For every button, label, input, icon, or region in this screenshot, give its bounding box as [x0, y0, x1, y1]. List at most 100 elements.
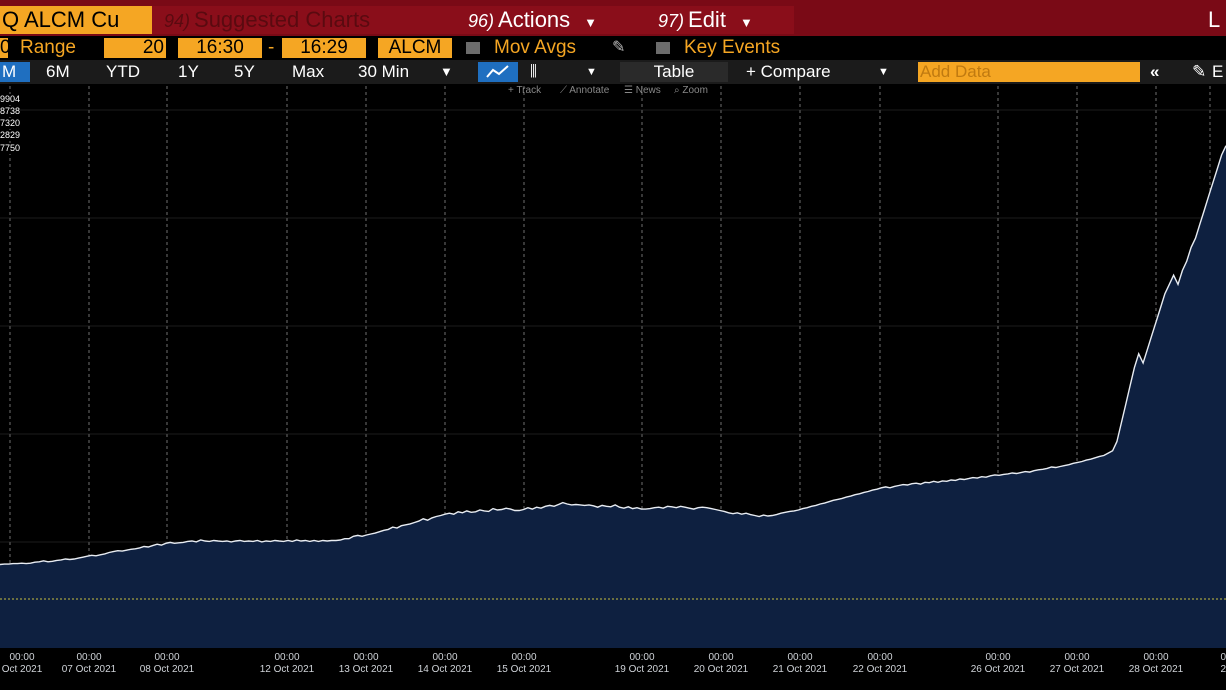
x-tick-date: Oct 2021	[1, 664, 43, 675]
pencil-icon[interactable]: ✎	[612, 39, 626, 56]
x-tick-time: 00:00	[985, 652, 1011, 663]
x-tick-date: 13 Oct 2021	[338, 664, 394, 675]
x-tick-date: 07 Oct 2021	[61, 664, 117, 675]
x-tick-date: 22 Oct 2021	[852, 664, 908, 675]
interval-caret-icon[interactable]: ▼	[440, 64, 453, 79]
line-chart-icon[interactable]	[478, 62, 518, 82]
x-tick-date: 26 Oct 2021	[970, 664, 1026, 675]
x-tick-label: 00:00 26 Oct 2021	[958, 652, 1038, 676]
range-bar: 0 Range 20 16:30 - 16:29 ALCM Mov Avgs ✎…	[0, 36, 1226, 60]
x-tick-time: 00	[1220, 652, 1226, 663]
actions-menu[interactable]: 96) Actions ▼	[458, 6, 652, 34]
x-tick-date: 15 Oct 2021	[496, 664, 552, 675]
x-tick-time: 00:00	[432, 652, 458, 663]
x-tick-time: 00:00	[708, 652, 734, 663]
x-tick-time: 00:00	[1064, 652, 1090, 663]
annotate-label: Annotate	[569, 85, 610, 96]
x-tick-label: 00:00 13 Oct 2021	[326, 652, 406, 676]
compare-button[interactable]: + Compare	[746, 62, 831, 81]
edit-pencil-icon[interactable]: ✎	[1192, 62, 1207, 81]
x-tick-date: 14 Oct 2021	[417, 664, 473, 675]
x-tick-date: 28 Oct 2021	[1128, 664, 1184, 675]
bar-chart-icon[interactable]: ⫼	[530, 63, 537, 80]
range-dash: -	[268, 37, 275, 58]
legend-value-2: 8738	[0, 106, 21, 117]
actions-caret-icon: ▼	[584, 15, 598, 30]
toolbar-right-label: E	[1212, 62, 1224, 81]
add-data-input[interactable]: Add Data	[918, 62, 1140, 82]
x-tick-date: 21 Oct 2021	[772, 664, 828, 675]
range-value-field[interactable]: 20	[104, 38, 166, 58]
edit-menu[interactable]: 97) Edit ▼	[648, 6, 794, 34]
x-tick-label: 00:00 12 Oct 2021	[247, 652, 327, 676]
x-tick-time: 00:00	[867, 652, 893, 663]
suggested-num: 94)	[164, 11, 191, 31]
track-tool[interactable]: + Track	[508, 85, 542, 96]
line-chart-glyph	[486, 65, 509, 78]
edit-label: Edit	[688, 7, 726, 32]
x-tick-label: 00:00 19 Oct 2021	[602, 652, 682, 676]
price-line	[0, 145, 1226, 566]
actions-label: Actions	[498, 7, 571, 32]
x-tick-label: 0029	[1186, 652, 1226, 676]
key-events-checkbox[interactable]	[656, 42, 670, 54]
edit-caret-icon: ▼	[739, 15, 753, 30]
chart-type-caret-icon[interactable]: ▼	[586, 66, 597, 78]
security-title[interactable]: Q ALCM Cu	[0, 6, 152, 34]
chart-toolbar: M 6M YTD 1Y 5Y Max 30 Min ▼ ⫼ ▼ Table + …	[0, 60, 1226, 84]
x-tick-time: 00:00	[353, 652, 379, 663]
interval-select[interactable]: 30 Min	[358, 62, 410, 81]
compare-caret-icon[interactable]: ▼	[878, 66, 889, 78]
x-tick-date: 12 Oct 2021	[259, 664, 315, 675]
header-right-label: L	[1208, 7, 1221, 32]
actions-num: 96)	[468, 11, 495, 31]
x-tick-time: 00:00	[154, 652, 180, 663]
x-tick-label: 00:00 22 Oct 2021	[840, 652, 920, 676]
x-tick-time: 00:00	[1143, 652, 1169, 663]
x-tick-date: 08 Oct 2021	[139, 664, 195, 675]
x-tick-date: 27 Oct 2021	[1049, 664, 1105, 675]
table-button[interactable]: Table	[620, 62, 728, 82]
end-time-field[interactable]: 16:29	[282, 38, 366, 58]
x-tick-date: 19 Oct 2021	[614, 664, 670, 675]
mov-avgs-checkbox[interactable]	[466, 42, 480, 54]
zoom-tool[interactable]: ⌕ Zoom	[674, 85, 708, 96]
x-tick-label: 00:00 27 Oct 2021	[1037, 652, 1117, 676]
news-label: News	[635, 85, 661, 96]
legend-value-3: 7320	[0, 118, 21, 129]
period-ytd[interactable]: YTD	[106, 62, 140, 81]
ticker-field[interactable]: ALCM	[378, 38, 452, 58]
x-tick-label: 00:00 07 Oct 2021	[49, 652, 129, 676]
x-tick-label: 00:00 21 Oct 2021	[760, 652, 840, 676]
header-bar: Q ALCM Cu 94) Suggested Charts 96) Actions…	[0, 0, 1226, 36]
range-label: Range	[20, 37, 76, 58]
period-selected[interactable]: M	[0, 62, 30, 82]
x-tick-label: 00:00 14 Oct 2021	[405, 652, 485, 676]
suggested-charts-button[interactable]: 94) Suggested Charts	[152, 6, 464, 34]
x-tick-label: 00:00 08 Oct 2021	[127, 652, 207, 676]
collapse-button[interactable]: «	[1150, 62, 1160, 81]
x-tick-time: 00:00	[274, 652, 300, 663]
legend-value-5: 7750	[0, 143, 21, 154]
range-num: 0	[0, 37, 11, 58]
annotate-tool[interactable]: ⟋ Annotate	[560, 85, 610, 96]
x-tick-label: 00:00 20 Oct 2021	[681, 652, 761, 676]
key-events-label: Key Events	[684, 37, 781, 58]
period-max[interactable]: Max	[292, 62, 325, 81]
x-tick-date: 20 Oct 2021	[693, 664, 749, 675]
legend-value-1: 9904	[0, 94, 21, 105]
x-tick-label: 00:00 28 Oct 2021	[1116, 652, 1196, 676]
track-label: Track	[516, 85, 542, 96]
period-5y[interactable]: 5Y	[234, 62, 255, 81]
edit-num: 97)	[658, 11, 685, 31]
legend-value-4: 2829	[0, 130, 21, 141]
zoom-label: Zoom	[682, 85, 708, 96]
news-tool[interactable]: ☰ News	[624, 85, 661, 96]
x-tick-label: 00:00 15 Oct 2021	[484, 652, 564, 676]
x-tick-label: 00:00 Oct 2021	[0, 652, 62, 676]
period-1y[interactable]: 1Y	[178, 62, 199, 81]
start-time-field[interactable]: 16:30	[178, 38, 262, 58]
period-6m[interactable]: 6M	[46, 62, 70, 81]
mov-avgs-label: Mov Avgs	[494, 37, 577, 58]
